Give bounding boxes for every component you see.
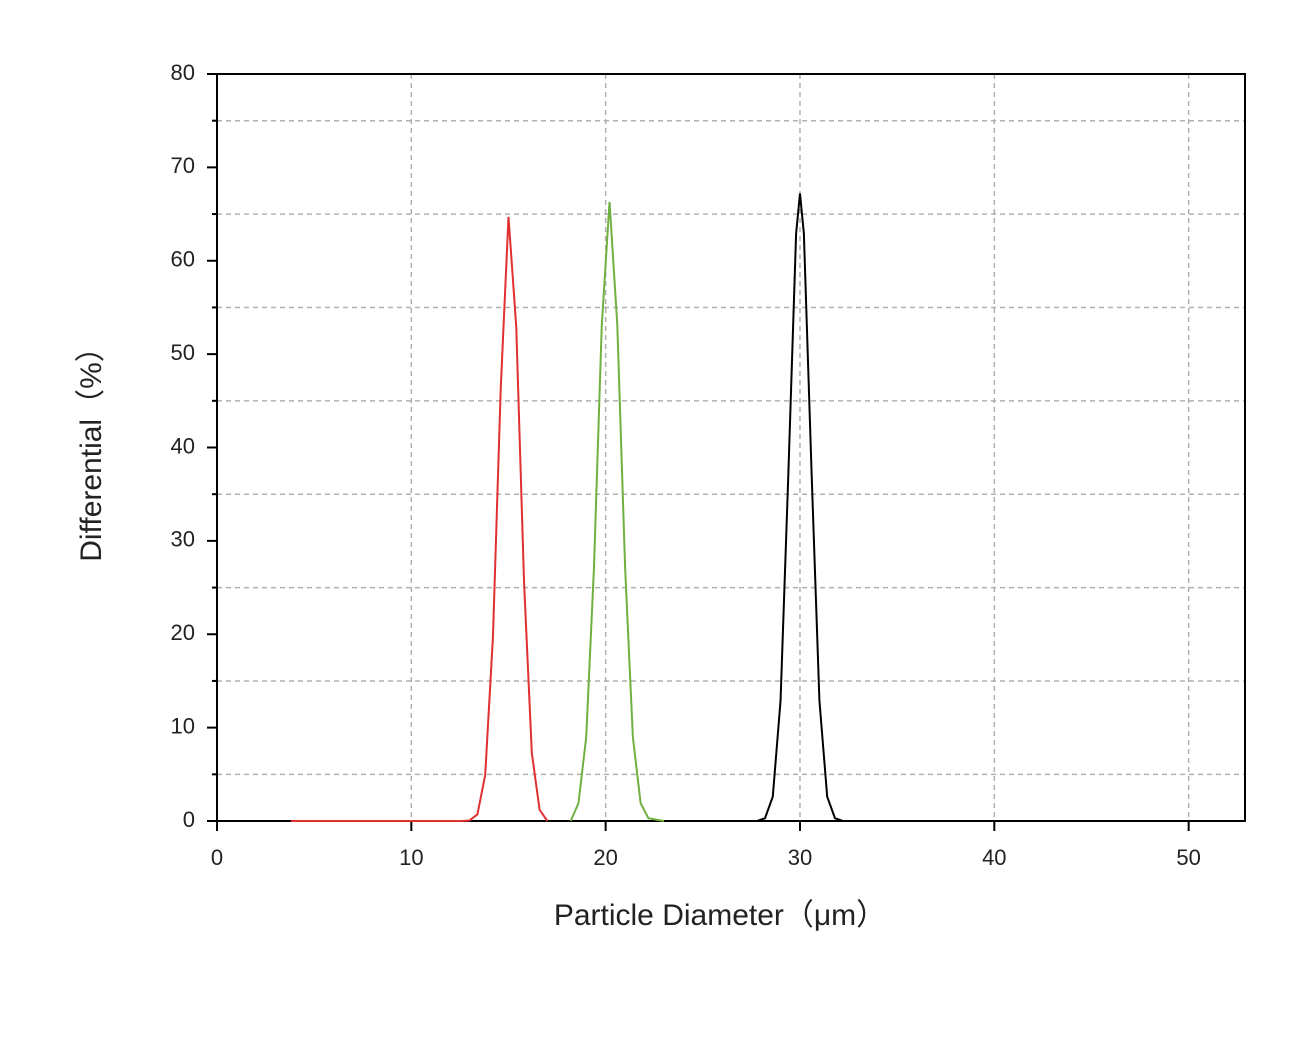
- y-axis-label: Differential（%）: [75, 332, 108, 562]
- y-tick-label: 30: [171, 527, 195, 552]
- y-tick-label: 10: [171, 713, 195, 738]
- x-tick-label: 10: [399, 845, 423, 870]
- y-tick-label: 70: [171, 153, 195, 178]
- y-tick-label: 60: [171, 247, 195, 272]
- plot-frame: [216, 73, 1246, 822]
- y-tick-label: 40: [171, 433, 195, 458]
- y-tick-label: 0: [183, 807, 195, 832]
- series-line: [756, 193, 844, 822]
- y-tick-label: 50: [171, 340, 195, 365]
- x-tick-label: 40: [982, 845, 1006, 870]
- series-line: [290, 216, 549, 822]
- x-tick-label: 30: [788, 845, 812, 870]
- x-axis-label: Particle Diameter（μm）: [554, 899, 886, 932]
- series-line: [569, 201, 665, 822]
- x-tick-label: 20: [593, 845, 617, 870]
- x-tick-label: 0: [211, 845, 223, 870]
- x-tick-label: 50: [1176, 845, 1200, 870]
- y-tick-label: 80: [171, 60, 195, 85]
- y-tick-label: 20: [171, 620, 195, 645]
